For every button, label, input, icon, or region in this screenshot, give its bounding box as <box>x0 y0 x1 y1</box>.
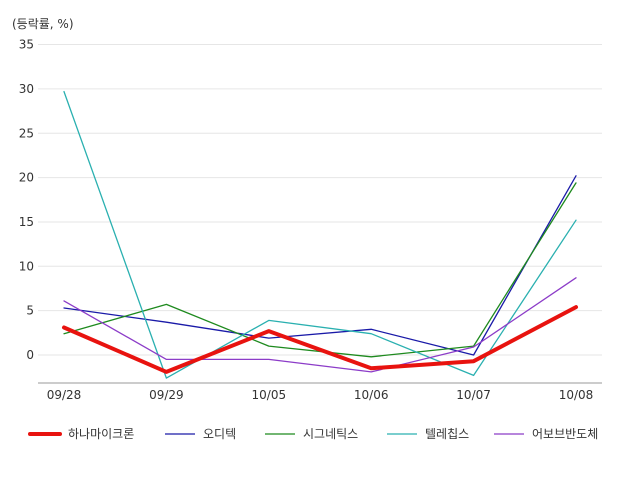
x-tick-label: 09/29 <box>149 388 184 402</box>
legend-label: 시그네틱스 <box>303 427 358 441</box>
x-tick-label: 09/28 <box>47 388 82 402</box>
series-lines <box>62 90 578 379</box>
series-line <box>63 182 577 358</box>
x-axis: 09/28 09/29 10/05 10/06 10/07 10/08 <box>38 382 602 402</box>
series-line <box>63 277 577 373</box>
y-tick-label: 15 <box>19 215 34 229</box>
x-tick-label: 10/05 <box>252 388 287 402</box>
series-line <box>63 90 577 379</box>
y-tick-label: 25 <box>19 126 34 140</box>
legend-label: 하나마이크론 <box>68 427 134 441</box>
legend-label: 어보브반도체 <box>532 427 598 441</box>
legend-label: 텔레칩스 <box>425 427 469 441</box>
y-tick-label: 20 <box>19 171 34 185</box>
gridlines <box>38 44 602 356</box>
legend: 하나마이크론 오디텍 시그네틱스 텔레칩스 어보브반도체 <box>28 427 598 441</box>
x-tick-label: 10/07 <box>456 388 491 402</box>
y-axis-unit-label: (등락률, %) <box>12 17 74 31</box>
series-line <box>63 175 577 356</box>
y-axis: 0 5 10 15 20 25 30 35 <box>19 38 34 362</box>
legend-label: 오디텍 <box>203 427 236 441</box>
y-tick-label: 35 <box>19 38 34 52</box>
y-tick-label: 0 <box>26 348 34 362</box>
x-tick-label: 10/08 <box>559 388 594 402</box>
series-line <box>62 305 578 374</box>
y-tick-label: 10 <box>19 259 34 273</box>
x-tick-label: 10/06 <box>354 388 389 402</box>
y-tick-label: 5 <box>26 304 34 318</box>
y-tick-label: 30 <box>19 82 34 96</box>
